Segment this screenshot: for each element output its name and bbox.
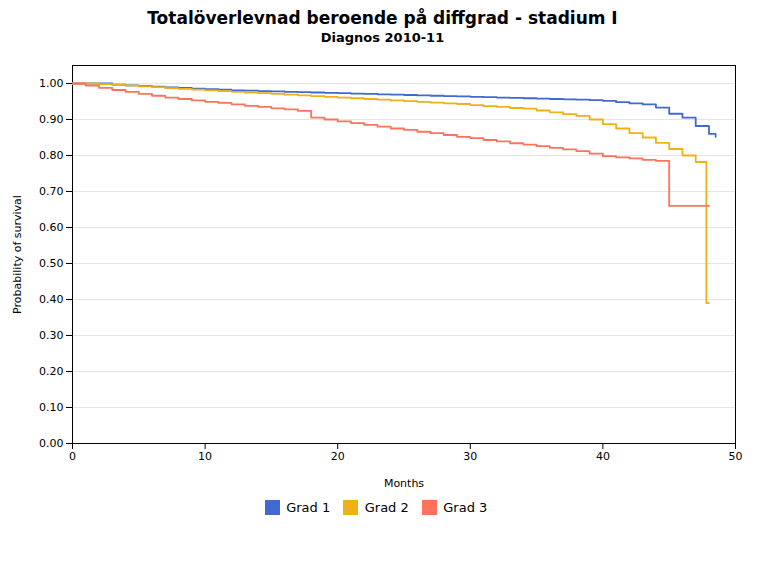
svg-text:10: 10 (198, 450, 212, 463)
svg-text:0.30: 0.30 (39, 329, 64, 342)
html-text:Grad 1: Grad 1 (286, 500, 331, 515)
html-text:Grad 2: Grad 2 (364, 500, 409, 515)
svg-text:0.90: 0.90 (39, 113, 64, 126)
html-text:Grad 3: Grad 3 (443, 500, 488, 515)
svg-text:0.60: 0.60 (39, 221, 64, 234)
svg-text:0.70: 0.70 (39, 185, 64, 198)
html-text:Totalöverlevnad beroende på di: Totalöverlevnad beroende på diffgrad - s… (147, 8, 618, 28)
svg-text:40: 40 (596, 450, 610, 463)
svg-text:0.40: 0.40 (39, 293, 64, 306)
svg-text:0.00: 0.00 (39, 437, 64, 450)
svg-text:20: 20 (331, 450, 345, 463)
svg-text:0: 0 (69, 450, 76, 463)
svg-text:Months: Months (384, 477, 424, 490)
svg-text:0.20: 0.20 (39, 365, 64, 378)
svg-text:0.50: 0.50 (39, 257, 64, 270)
svg-text:0.80: 0.80 (39, 149, 64, 162)
svg-text:50: 50 (729, 450, 743, 463)
html-text:Diagnos 2010-11: Diagnos 2010-11 (320, 30, 445, 45)
svg-text:1.00: 1.00 (39, 77, 64, 90)
svg-text:0.10: 0.10 (39, 401, 64, 414)
svg-text:30: 30 (463, 450, 477, 463)
svg-text:Probability of survival: Probability of survival (11, 195, 24, 314)
